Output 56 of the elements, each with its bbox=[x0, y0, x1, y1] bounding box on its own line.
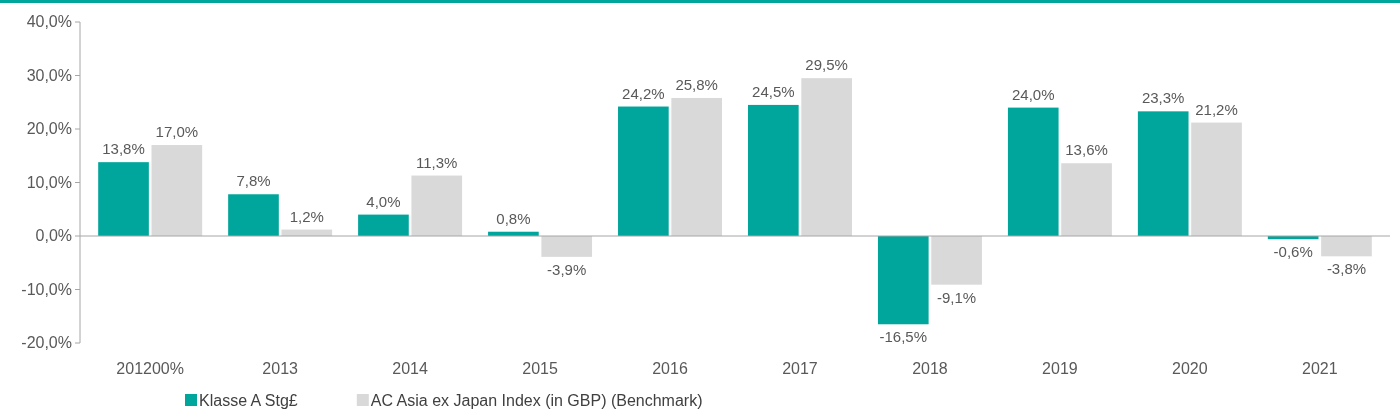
bar bbox=[358, 214, 409, 236]
data-label: -9,1% bbox=[937, 288, 977, 306]
bar bbox=[228, 194, 279, 236]
y-tick-label: -10,0% bbox=[21, 280, 72, 298]
data-label: 29,5% bbox=[805, 56, 848, 74]
bar bbox=[1137, 111, 1189, 236]
data-label: -0,6% bbox=[1273, 243, 1313, 261]
bar bbox=[618, 106, 669, 236]
bar bbox=[931, 236, 982, 285]
data-label: 7,8% bbox=[236, 172, 271, 190]
data-label: -3,9% bbox=[547, 260, 587, 278]
legend-label: AC Asia ex Japan Index (in GBP) (Benchmark) bbox=[370, 392, 703, 409]
data-label: 13,8% bbox=[102, 140, 145, 158]
bar bbox=[801, 78, 852, 236]
x-tick-label: 2019 bbox=[1042, 360, 1078, 377]
data-label: 0,8% bbox=[496, 209, 531, 227]
legend-label: Klasse A Stg£ bbox=[199, 392, 298, 409]
x-tick-label: 2018 bbox=[912, 360, 948, 377]
bar bbox=[151, 145, 203, 236]
data-label: 17,0% bbox=[155, 123, 199, 141]
x-tick-label: 2013 bbox=[262, 360, 299, 377]
data-label: 25,8% bbox=[675, 75, 718, 93]
x-tick-label: 2014 bbox=[392, 360, 428, 377]
bar bbox=[1061, 163, 1112, 236]
data-label: 24,2% bbox=[622, 84, 665, 102]
x-tick-label: 2021 bbox=[1302, 360, 1338, 377]
y-tick-label: 10,0% bbox=[26, 173, 72, 191]
data-label: -16,5% bbox=[879, 328, 928, 346]
bar bbox=[1191, 122, 1242, 236]
x-tick-label: 2017 bbox=[782, 360, 818, 377]
bar bbox=[1007, 107, 1059, 236]
x-tick-label: 2020 bbox=[1172, 360, 1208, 377]
x-tick-label: 2015 bbox=[522, 360, 558, 377]
y-tick-label: 20,0% bbox=[26, 120, 72, 137]
data-label: 23,3% bbox=[1141, 89, 1185, 107]
bar bbox=[541, 236, 593, 257]
data-label: 24,0% bbox=[1011, 85, 1055, 103]
data-label: 4,0% bbox=[366, 192, 401, 210]
bar bbox=[748, 104, 799, 236]
y-tick-label: 40,0% bbox=[26, 13, 72, 30]
x-tick-label: 201200% bbox=[116, 360, 184, 377]
data-label: 1,2% bbox=[289, 207, 324, 225]
data-label: 13,6% bbox=[1065, 141, 1108, 159]
data-label: 24,5% bbox=[752, 82, 795, 100]
data-label: 21,2% bbox=[1195, 100, 1238, 118]
y-tick-label: -20,0% bbox=[21, 334, 72, 351]
data-label: -3,8% bbox=[1326, 260, 1367, 278]
bar bbox=[671, 97, 722, 236]
bar bbox=[411, 175, 463, 236]
y-tick-label: 0,0% bbox=[35, 227, 72, 244]
x-tick-label: 2016 bbox=[652, 360, 688, 377]
bar bbox=[1321, 236, 1372, 257]
bar bbox=[98, 162, 149, 236]
data-label: 11,3% bbox=[416, 153, 458, 171]
bar bbox=[877, 236, 929, 325]
y-tick-label: 30,0% bbox=[26, 66, 72, 84]
